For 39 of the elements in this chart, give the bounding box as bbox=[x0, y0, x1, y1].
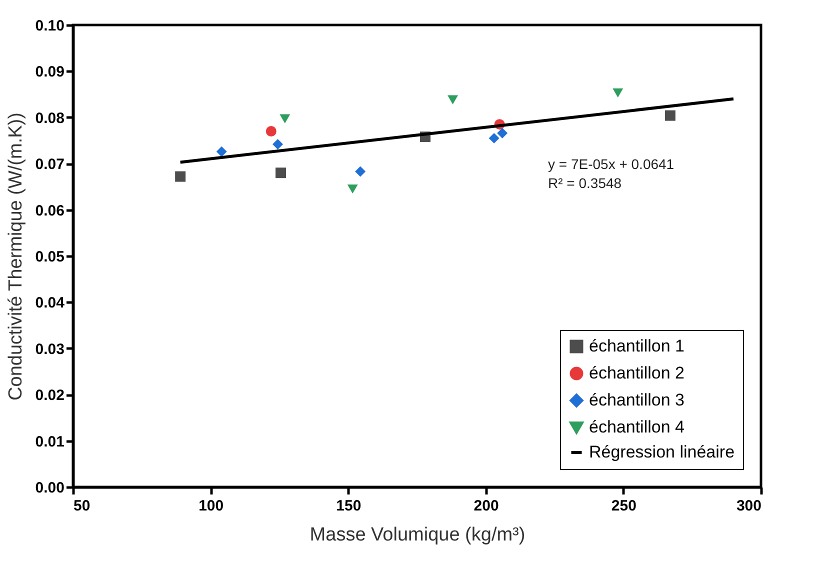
legend-label: échantillon 4 bbox=[589, 418, 684, 436]
annotation: R² = 0.3548 bbox=[548, 175, 622, 191]
point bbox=[664, 110, 676, 121]
y-axis-title: Conductivité Thermique (W/(m.K)) bbox=[5, 112, 26, 400]
point bbox=[276, 168, 286, 178]
y-tick-label: 0.05 bbox=[35, 248, 64, 266]
point bbox=[175, 171, 186, 182]
y-tick-label: 0.09 bbox=[35, 64, 64, 81]
point bbox=[266, 126, 276, 136]
legend-label: échantillon 3 bbox=[589, 390, 684, 410]
y-tick-label: 0.07 bbox=[35, 156, 64, 174]
point bbox=[355, 166, 366, 177]
y-tick-label: 0.01 bbox=[35, 433, 64, 450]
x-tick-label: 100 bbox=[198, 498, 224, 514]
y-tick-label: 0.00 bbox=[35, 480, 64, 496]
point bbox=[612, 88, 624, 98]
y-tick-label: 0.04 bbox=[35, 294, 66, 312]
annotation: y = 7E-05x + 0.0641 bbox=[548, 156, 674, 172]
point bbox=[280, 114, 290, 124]
legend-label: échantillon 2 bbox=[589, 364, 684, 382]
x-tick-label: 300 bbox=[736, 498, 762, 514]
y-tick-label: 0.03 bbox=[35, 340, 64, 358]
x-tick-label: 50 bbox=[74, 498, 90, 514]
y-tick-label: 0.10 bbox=[35, 18, 64, 34]
point bbox=[272, 138, 283, 150]
y-tick-label: 0.02 bbox=[35, 387, 64, 404]
point bbox=[347, 184, 358, 194]
x-tick-label: 200 bbox=[474, 498, 499, 514]
x-axis-title: Masse Volumique (kg/m³) bbox=[310, 524, 526, 546]
y-tick-label: 0.08 bbox=[35, 110, 64, 127]
x-tick-label: 150 bbox=[336, 498, 362, 514]
legend-label: échantillon 1 bbox=[589, 336, 684, 356]
x-tick-label: 250 bbox=[611, 498, 636, 514]
y-tick-label: 0.06 bbox=[35, 202, 64, 220]
point bbox=[448, 95, 458, 104]
point bbox=[497, 128, 508, 138]
point bbox=[488, 132, 500, 144]
legend-label: Régression linéaire bbox=[589, 442, 735, 462]
point bbox=[216, 146, 227, 157]
